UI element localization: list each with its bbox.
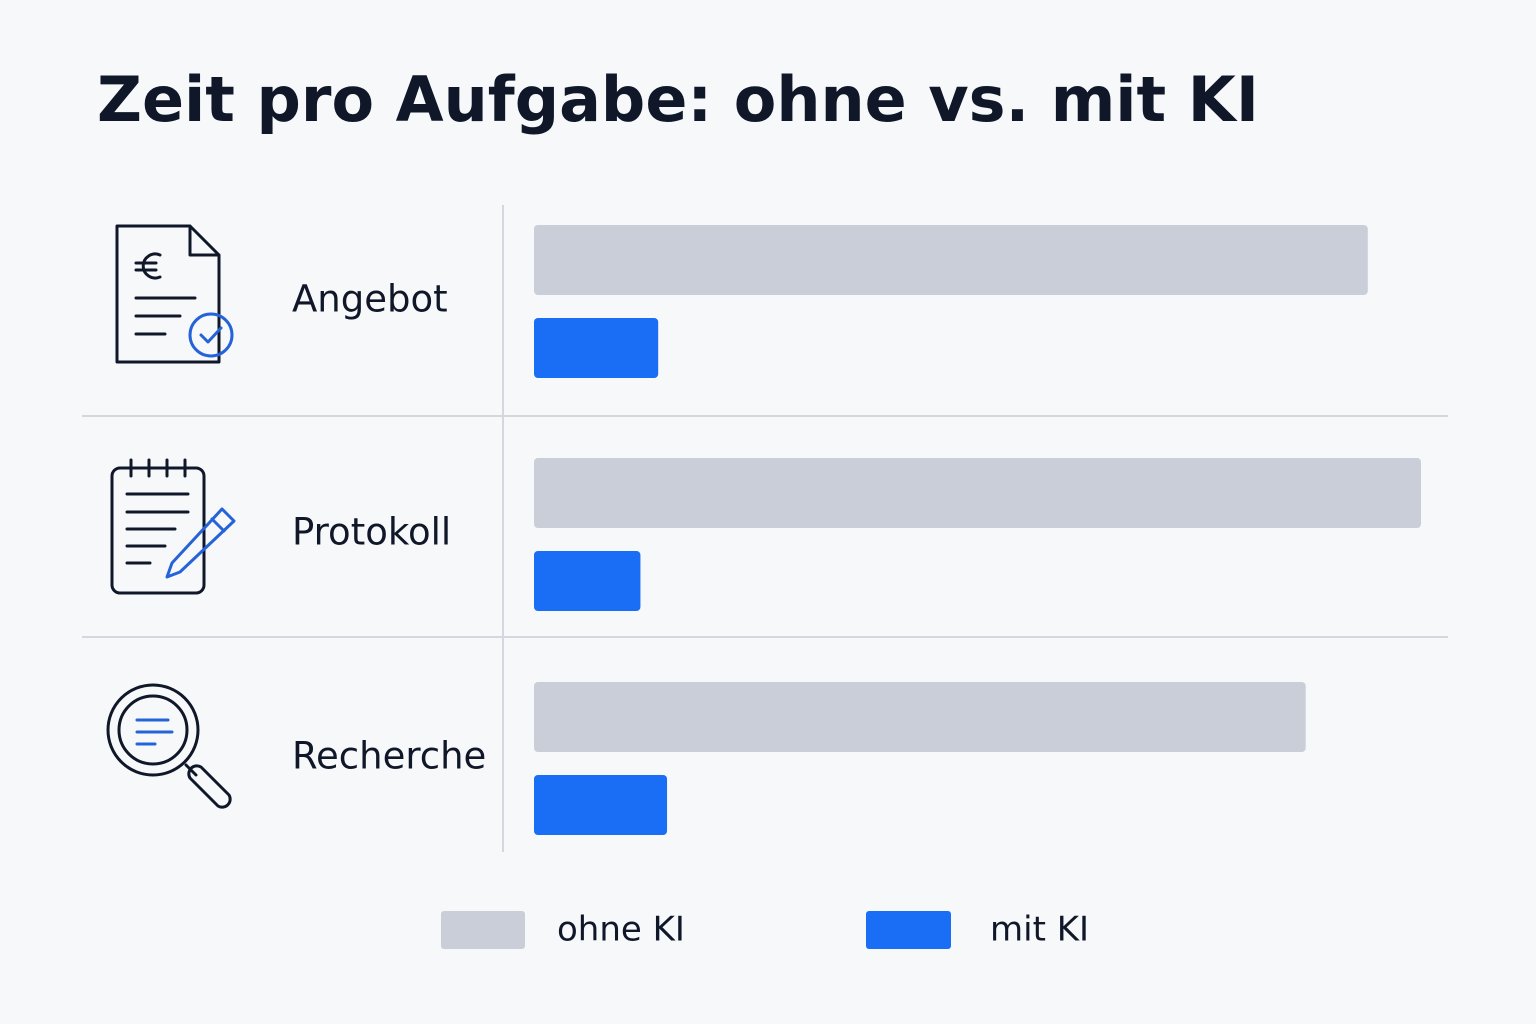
icon-notepad bbox=[110, 458, 236, 595]
icon-document bbox=[115, 224, 234, 364]
legend-swatch bbox=[866, 911, 951, 949]
bar bbox=[534, 682, 1306, 752]
legend-label: ohne KI bbox=[557, 910, 685, 950]
category-label: Protokoll bbox=[292, 511, 451, 554]
icon-magnifier bbox=[106, 683, 232, 809]
category-label: Angebot bbox=[292, 278, 448, 321]
category-label: Recherche bbox=[292, 735, 486, 778]
bar bbox=[534, 318, 659, 378]
bar bbox=[534, 551, 641, 611]
legend-label: mit KI bbox=[990, 910, 1089, 950]
legend-swatch bbox=[441, 911, 525, 949]
chart-title: Zeit pro Aufgabe: ohne vs. mit KI bbox=[97, 63, 1259, 136]
bar bbox=[534, 458, 1421, 528]
bar bbox=[534, 775, 668, 835]
bar bbox=[534, 225, 1368, 295]
